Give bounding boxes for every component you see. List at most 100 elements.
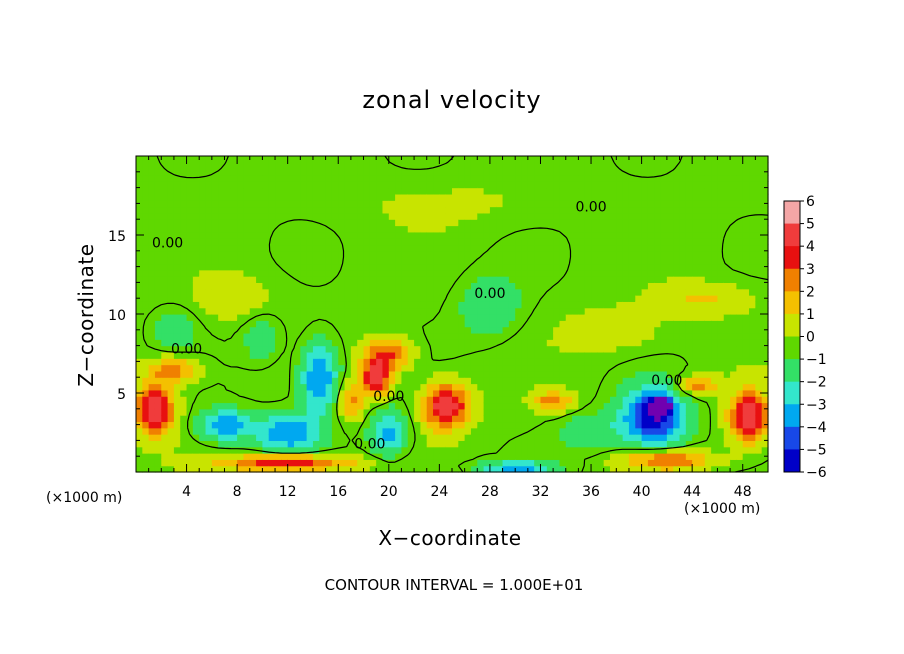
heat-cell [154,345,162,353]
heat-cell [553,389,561,397]
heat-cell [452,434,459,441]
heat-cell [704,358,712,366]
heat-cell [376,288,384,296]
heat-cell [395,358,403,366]
heat-cell [496,320,504,328]
heat-cell [546,162,554,170]
heat-cell [319,200,327,208]
heat-cell [673,446,681,454]
heat-cell [401,307,409,315]
heat-cell [439,440,447,448]
heat-cell [420,389,428,397]
heat-cell [660,402,668,410]
heat-cell [736,301,744,309]
heat-cell [142,307,150,315]
heat-cell [275,187,282,195]
heat-cell [319,427,327,435]
heat-cell [420,383,428,391]
heat-cell [559,389,567,397]
heat-cell [496,307,504,315]
heat-cell [483,364,491,372]
heat-cell [597,212,605,220]
heat-cell [628,282,636,290]
heat-cell [685,263,693,271]
heat-cell [723,156,731,163]
heat-cell [502,156,510,163]
heat-cell [439,351,447,359]
heat-cell [477,465,485,473]
heat-cell [407,434,415,441]
heat-cell [420,276,428,283]
heat-cell [647,288,655,296]
heat-cell [180,174,188,182]
heat-cell [300,358,308,366]
heat-cell [565,231,573,239]
heat-cell [477,162,485,170]
heat-cell [565,301,573,309]
heat-cell [742,377,750,385]
heat-cell [268,421,276,429]
heat-cell [211,238,219,246]
heat-cell [452,320,459,328]
heat-cell [730,206,737,214]
heat-cell [376,282,384,290]
heat-cell [496,231,504,239]
heat-cell [730,427,737,435]
heat-cell [527,408,535,416]
heat-cell [186,162,194,170]
heat-cell [300,231,308,239]
heat-cell [572,225,579,233]
heat-cell [597,402,605,410]
heat-cell [262,440,270,448]
heat-cell [205,269,213,277]
heat-cell [578,402,586,410]
heat-cell [470,206,478,214]
heat-cell [180,320,188,328]
heat-cell [262,162,270,170]
heat-cell [395,200,403,208]
heat-cell [761,320,769,328]
heat-cell [458,314,466,321]
heat-cell [350,320,358,328]
heat-cell [685,351,693,359]
heat-cell [218,389,226,397]
heat-cell [723,320,731,328]
heat-cell [142,231,150,239]
heat-cell [666,408,674,416]
heat-cell [439,408,447,416]
heat-cell [211,453,219,460]
heat-cell [148,427,156,435]
heat-cell [363,370,371,378]
heat-cell [249,434,257,441]
heat-cell [363,200,371,208]
heat-cell [192,295,200,302]
heat-cell [161,453,169,460]
heat-cell [660,288,668,296]
heat-cell [477,244,485,252]
heat-cell [173,295,181,302]
heat-cell [730,332,737,340]
heat-cell [237,408,245,416]
heat-cell [578,295,586,302]
heat-cell [597,219,605,227]
heat-cell [559,295,567,302]
heat-cell [243,415,251,423]
heat-cell [540,276,548,283]
heat-cell [660,427,668,435]
heat-cell [666,269,674,277]
heat-cell [464,219,472,227]
heat-cell [262,168,270,176]
heat-cell [591,453,598,460]
heat-cell [205,358,213,366]
heat-cell [294,339,301,347]
heat-cell [281,301,289,309]
heat-cell [502,231,510,239]
heat-cell [647,446,655,454]
heat-cell [502,181,510,189]
heat-cell [749,339,756,347]
heat-cell [534,231,542,239]
heat-cell [704,187,712,195]
heat-cell [426,339,434,347]
heat-cell [445,402,453,410]
heat-cell [275,314,282,321]
